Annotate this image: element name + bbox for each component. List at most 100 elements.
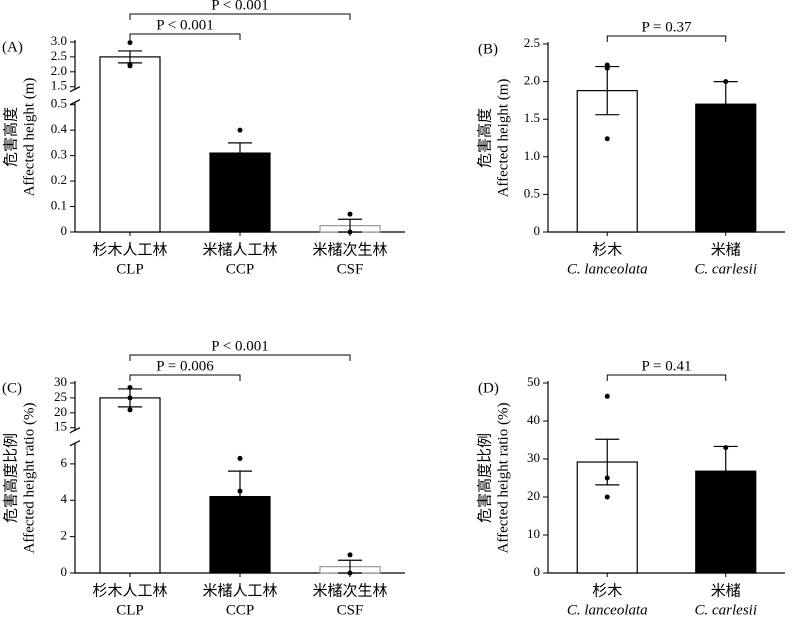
significance-bracket xyxy=(129,354,351,361)
y-tick-label: 10 xyxy=(527,526,540,541)
data-point xyxy=(127,63,133,69)
y-tick-label: 15 xyxy=(54,419,67,434)
data-point xyxy=(723,79,729,85)
axis-break xyxy=(69,427,81,434)
bar xyxy=(576,461,638,574)
bar xyxy=(209,152,271,233)
data-point xyxy=(127,384,133,390)
significance-label: P < 0.001 xyxy=(211,0,269,13)
x-tick-label: 米槠次生林 xyxy=(312,241,387,258)
data-point xyxy=(347,211,353,217)
x-tick-label: 杉木人工林 xyxy=(92,582,167,599)
x-tick-label: C. carlesii xyxy=(695,261,758,277)
x-tick-label: CCP xyxy=(226,261,254,277)
significance-bracket xyxy=(606,374,727,381)
panel-label: (A) xyxy=(2,39,23,55)
y-tick-label: 1.5 xyxy=(51,78,67,93)
y-axis-label: 危害高度 xyxy=(2,107,19,167)
axis-break xyxy=(69,99,81,106)
x-tick-label: 米槠次生林 xyxy=(312,582,387,599)
y-tick-label: 25 xyxy=(54,389,67,404)
x-tick-label: 杉木人工林 xyxy=(92,241,167,258)
significance-label: P < 0.001 xyxy=(211,338,269,354)
y-tick-label: 0.1 xyxy=(51,198,67,213)
y-tick-label: 30 xyxy=(527,450,540,465)
data-point xyxy=(604,494,610,500)
data-point xyxy=(127,407,133,413)
data-point xyxy=(604,65,610,71)
data-point xyxy=(347,570,353,576)
y-tick-label: 0.4 xyxy=(51,121,68,136)
significance-bracket xyxy=(129,13,351,20)
data-point xyxy=(127,395,133,401)
panel-label: (B) xyxy=(478,41,498,57)
y-axis-label: 危害高度 xyxy=(476,108,493,168)
significance-bracket xyxy=(129,33,241,40)
y-axis-label: Affected height (m) xyxy=(495,79,511,198)
x-tick-label: 米槠人工林 xyxy=(202,582,277,599)
data-point xyxy=(237,455,243,461)
x-tick-label: CCP xyxy=(226,602,254,618)
y-tick-label: 0.3 xyxy=(51,147,67,162)
y-tick-label: 20 xyxy=(527,488,540,503)
bar xyxy=(99,56,161,233)
y-tick-label: 50 xyxy=(527,374,540,389)
data-point xyxy=(604,475,610,481)
y-tick-label: 6 xyxy=(61,455,68,470)
y-tick-label: 4 xyxy=(61,491,68,506)
data-point xyxy=(347,229,353,235)
y-axis-label: Affected height ratio (%) xyxy=(495,403,511,554)
y-tick-label: 2.0 xyxy=(524,73,540,88)
y-tick-label: 2.0 xyxy=(51,63,67,78)
x-tick-label: CLP xyxy=(116,261,144,277)
panel-label: (D) xyxy=(478,380,499,396)
data-point xyxy=(237,488,243,494)
x-tick-label: CSF xyxy=(337,602,364,618)
bar xyxy=(99,397,161,574)
x-tick-label: 杉木 xyxy=(592,582,622,599)
y-axis-label: 危害高度比例 xyxy=(2,433,19,523)
y-tick-label: 2.5 xyxy=(51,48,67,63)
y-tick-label: 2 xyxy=(61,528,68,543)
y-tick-label: 0 xyxy=(61,223,68,238)
x-tick-label: C. lanceolata xyxy=(567,261,648,277)
data-point xyxy=(604,136,610,142)
axis-break xyxy=(69,440,81,447)
significance-label: P = 0.41 xyxy=(642,358,692,374)
y-tick-label: 0.5 xyxy=(51,96,67,111)
y-tick-label: 1.5 xyxy=(524,110,540,125)
x-tick-label: C. lanceolata xyxy=(567,602,648,618)
panel-label: (C) xyxy=(2,380,22,396)
y-tick-label: 40 xyxy=(527,412,540,427)
y-tick-label: 0 xyxy=(534,223,541,238)
x-tick-label: 米槠人工林 xyxy=(202,241,277,258)
significance-label: P < 0.001 xyxy=(156,17,214,33)
data-point xyxy=(127,40,133,46)
y-axis-label: 危害高度比例 xyxy=(476,433,493,523)
data-point xyxy=(237,127,243,133)
y-tick-label: 2.5 xyxy=(524,35,540,50)
x-tick-label: 杉木 xyxy=(592,241,622,258)
y-tick-label: 3.0 xyxy=(51,33,67,48)
x-tick-label: CSF xyxy=(337,261,364,277)
x-tick-label: 米槠 xyxy=(711,582,741,599)
data-point xyxy=(723,445,729,451)
significance-label: P = 0.37 xyxy=(642,19,692,35)
y-tick-label: 0.5 xyxy=(524,185,540,200)
data-point xyxy=(604,393,610,399)
significance-bracket xyxy=(129,374,241,381)
y-tick-label: 0 xyxy=(61,564,68,579)
x-tick-label: CLP xyxy=(116,602,144,618)
x-tick-label: 米槠 xyxy=(711,241,741,258)
y-tick-label: 1.0 xyxy=(524,148,540,163)
y-tick-label: 30 xyxy=(54,374,67,389)
y-tick-label: 20 xyxy=(54,404,67,419)
y-axis-label: Affected height (m) xyxy=(21,78,37,197)
x-tick-label: C. carlesii xyxy=(695,602,758,618)
y-tick-label: 0 xyxy=(534,564,541,579)
significance-label: P = 0.006 xyxy=(156,358,214,374)
data-point xyxy=(347,552,353,558)
y-axis-label: Affected height ratio (%) xyxy=(21,403,37,554)
significance-bracket xyxy=(606,35,727,42)
